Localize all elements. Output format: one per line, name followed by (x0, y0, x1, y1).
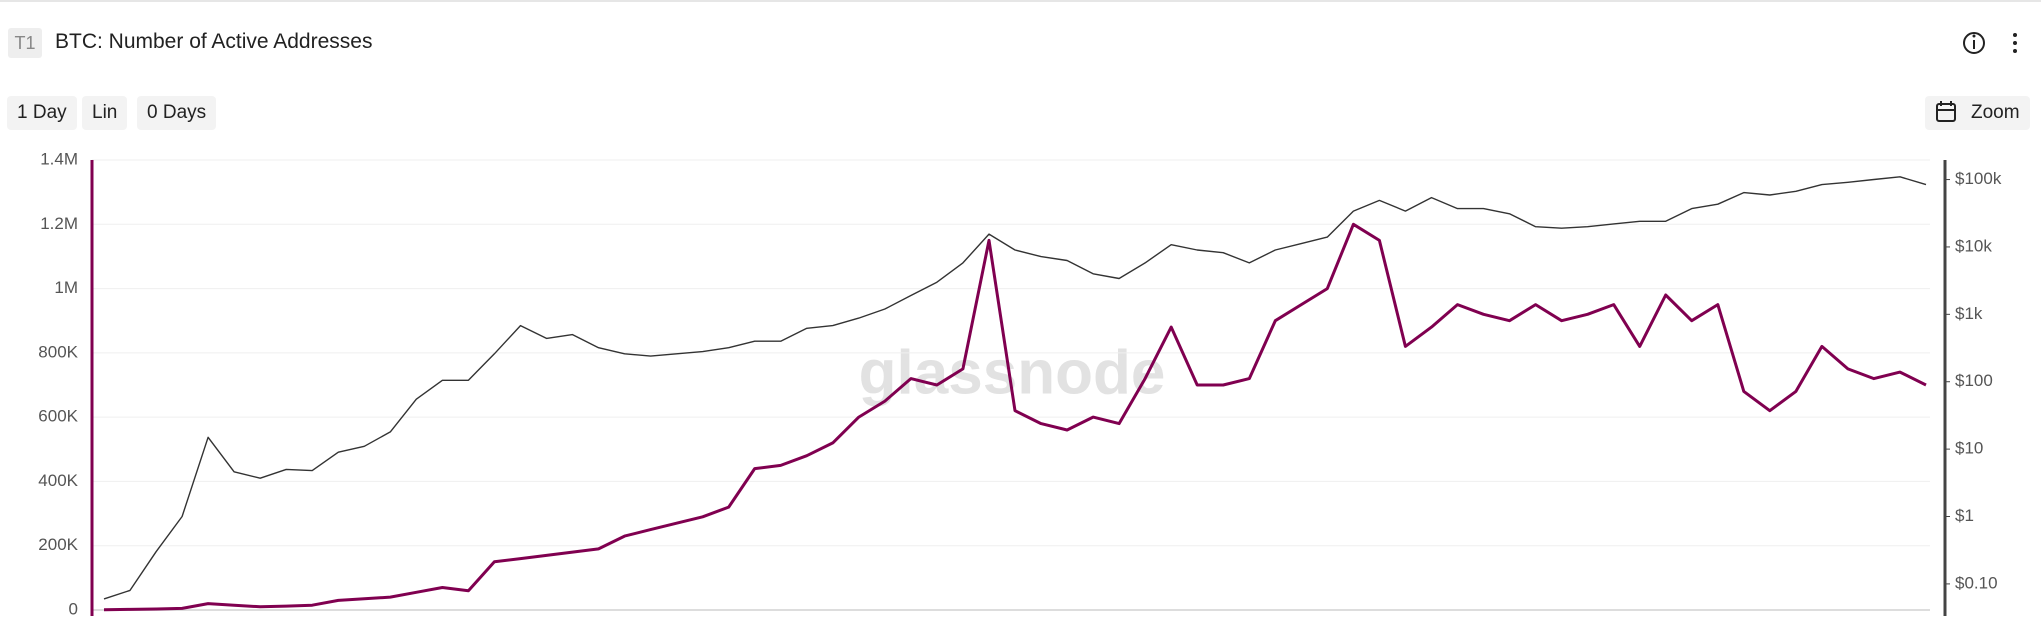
y2-tick-label: $100k (1955, 169, 2002, 188)
y-tick-label: 200K (38, 535, 78, 554)
badge: T1 (8, 28, 42, 58)
resolution-button[interactable]: 1 Day (7, 96, 77, 130)
y-tick-label: 600K (38, 407, 78, 426)
scale-button[interactable]: Lin (82, 96, 128, 130)
zoom-button[interactable]: Zoom (1925, 96, 2030, 130)
info-icon[interactable] (1963, 32, 1985, 54)
y2-tick-label: $10k (1955, 236, 1992, 255)
y-tick-label: 400K (38, 471, 78, 490)
y2-tick-label: $100 (1955, 371, 1993, 390)
series-line (103, 176, 1927, 600)
calendar-icon (1936, 101, 1956, 122)
y-tick-label: 1.2M (40, 214, 78, 233)
y2-tick-label: $10 (1955, 439, 1983, 458)
series-line (103, 222, 1927, 612)
average-button[interactable]: 0 Days (137, 96, 217, 130)
menu-icon[interactable] (2013, 33, 2017, 53)
y2-tick-label: $1k (1955, 304, 1983, 323)
y-tick-label: 800K (38, 342, 78, 361)
chart-title: BTC: Number of Active Addresses (55, 30, 373, 53)
y-tick-label: 0 (69, 599, 78, 618)
y2-tick-label: $1 (1955, 506, 1974, 525)
y-tick-label: 1.4M (40, 149, 78, 168)
y-tick-label: 1M (54, 278, 78, 297)
y2-tick-label: $0.10 (1955, 573, 1998, 592)
